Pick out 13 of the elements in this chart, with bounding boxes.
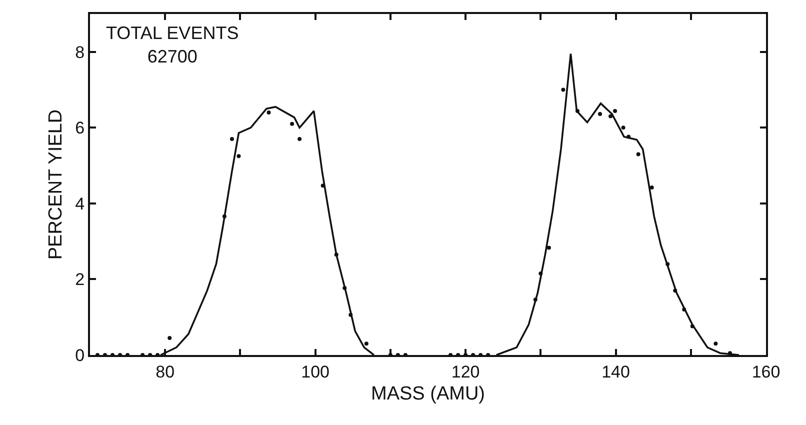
y-tick-label: 2: [75, 270, 85, 290]
x-tick-label: 120: [451, 362, 480, 382]
y-tick-label: 4: [75, 194, 85, 214]
y-tick-label: 6: [75, 118, 85, 138]
x-tick-label: 160: [752, 362, 780, 382]
x-tick-label: 80: [156, 362, 175, 382]
annotation: TOTAL EVENTS 62700: [106, 23, 239, 66]
x-tick-label: 140: [602, 362, 630, 382]
y-tick-label: 0: [75, 346, 85, 365]
y-tick-label: 8: [75, 42, 85, 62]
y-axis-title: PERCENT YIELD: [45, 109, 66, 260]
x-axis-title: MASS (AMU): [371, 384, 485, 405]
x-tick-label: 100: [301, 362, 330, 382]
